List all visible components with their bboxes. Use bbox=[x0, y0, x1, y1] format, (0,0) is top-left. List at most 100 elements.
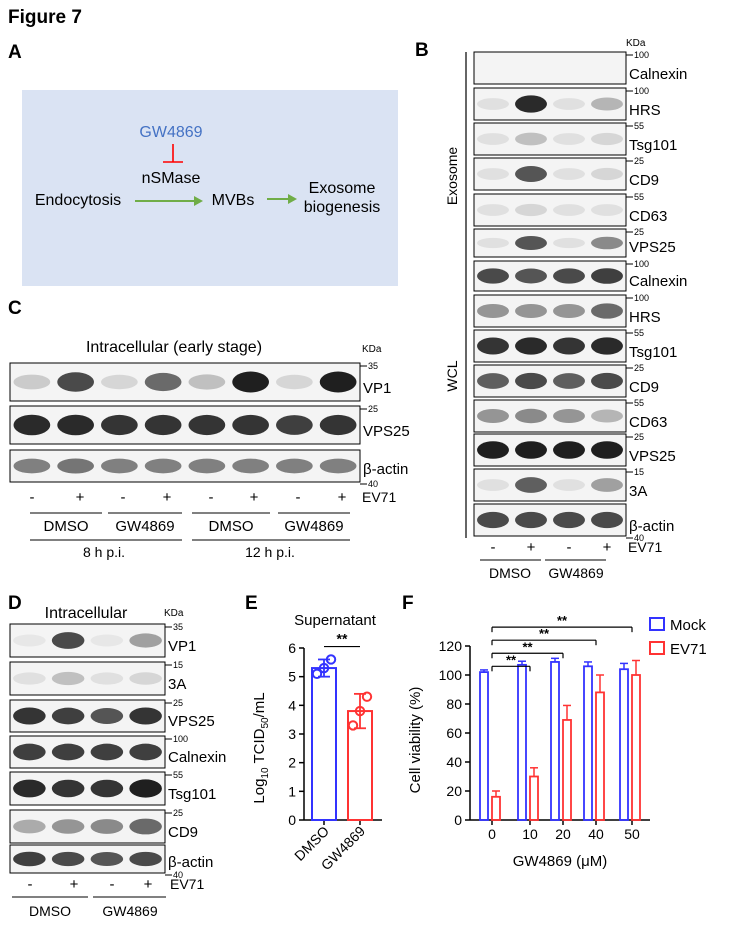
f-xtick-40: 40 bbox=[588, 826, 604, 842]
label-d-3: Calnexin bbox=[168, 749, 226, 766]
blot-d-5 bbox=[9, 809, 166, 844]
f-ytick: 20 bbox=[446, 783, 462, 799]
blot-band bbox=[477, 511, 509, 529]
e-ytick: 4 bbox=[288, 697, 296, 713]
label-d-6: β-actin bbox=[168, 854, 213, 871]
blot-band bbox=[477, 133, 509, 145]
panel-label-d: D bbox=[8, 593, 22, 614]
f-bar-Mock-50 bbox=[619, 668, 629, 821]
panel-d-kda: KDa bbox=[164, 608, 184, 619]
schematic-box bbox=[22, 90, 398, 286]
label-b-12: 3A bbox=[629, 483, 647, 500]
chart-f-ylabel: Cell viability (%) bbox=[407, 687, 424, 794]
f-bar-Mock-40 bbox=[583, 665, 593, 821]
blot-band bbox=[591, 337, 623, 355]
blot-band bbox=[553, 98, 585, 110]
chart-f-xlabel: GW4869 (μM) bbox=[513, 853, 608, 870]
blot-band bbox=[129, 851, 162, 867]
panel-c-title: Intracellular (early stage) bbox=[86, 339, 262, 356]
e-ytick: 1 bbox=[288, 783, 296, 799]
e-point bbox=[354, 705, 366, 717]
blot-band bbox=[553, 204, 585, 216]
label-d-5: CD9 bbox=[168, 824, 198, 841]
label-b-11: VPS25 bbox=[629, 448, 676, 465]
panel-c-virus: EV71 bbox=[362, 489, 396, 505]
panel-b-group-dmso: DMSO bbox=[489, 565, 531, 581]
blot-band bbox=[51, 632, 85, 649]
blot-c-0 bbox=[9, 362, 361, 402]
start-label: Endocytosis bbox=[35, 192, 121, 209]
e-point bbox=[325, 654, 337, 665]
blot-band bbox=[477, 479, 509, 491]
label-d-0: VP1 bbox=[168, 638, 196, 655]
marker-d-1: 15 bbox=[173, 660, 183, 670]
lane-c-5: + bbox=[250, 489, 259, 506]
blot-band bbox=[477, 268, 509, 284]
time-12h: 12 h p.i. bbox=[245, 544, 295, 560]
f-ytick: 40 bbox=[446, 754, 462, 770]
blot-band bbox=[232, 371, 269, 393]
panel-b-virus: EV71 bbox=[628, 539, 662, 555]
blot-b-2 bbox=[473, 122, 627, 156]
lane-d-0: - bbox=[28, 876, 33, 893]
panel-d-title: Intracellular bbox=[45, 605, 128, 622]
f-ytick: 60 bbox=[446, 725, 462, 741]
blot-band bbox=[90, 819, 124, 834]
blot-band bbox=[188, 374, 226, 390]
blot-band bbox=[13, 707, 46, 725]
e-bar-DMSO bbox=[311, 667, 337, 821]
blot-band bbox=[188, 458, 226, 474]
blot-band bbox=[57, 372, 94, 392]
blot-band bbox=[51, 779, 85, 798]
figure-title: Figure 7 bbox=[8, 7, 82, 28]
blot-band bbox=[276, 458, 313, 474]
f-significance-1: ** bbox=[539, 626, 550, 641]
f-significance-0: ** bbox=[557, 613, 568, 628]
panel-b-group-gw4869: GW4869 bbox=[548, 565, 603, 581]
blot-band bbox=[553, 337, 585, 355]
marker-b-5: 25 bbox=[634, 227, 644, 237]
blot-band bbox=[477, 337, 509, 355]
label-b-5: VPS25 bbox=[629, 239, 676, 256]
lane-c-7: + bbox=[338, 489, 347, 506]
label-b-4: CD63 bbox=[629, 208, 667, 225]
e-ytick: 0 bbox=[288, 812, 296, 828]
blot-band bbox=[129, 633, 162, 648]
panel-a-schematic: GW4869 nSMase Endocytosis MVBs Exosome b… bbox=[22, 90, 398, 286]
blot-band bbox=[591, 303, 623, 319]
e-ytick: 2 bbox=[288, 755, 296, 771]
f-ytick: 80 bbox=[446, 696, 462, 712]
blot-band bbox=[591, 204, 623, 216]
e-point bbox=[318, 662, 330, 674]
blot-band bbox=[553, 303, 585, 319]
blot-band bbox=[13, 743, 46, 761]
blot-d-4 bbox=[9, 771, 166, 806]
blot-band bbox=[553, 479, 585, 491]
blot-band bbox=[515, 203, 547, 217]
f-bar-EV71-50 bbox=[631, 674, 641, 821]
marker-b-8: 55 bbox=[634, 328, 644, 338]
f-ytick: 120 bbox=[439, 638, 463, 654]
blot-band bbox=[90, 852, 124, 866]
blot-band bbox=[57, 414, 94, 436]
blot-band bbox=[477, 98, 509, 110]
blot-band bbox=[515, 372, 547, 390]
end-label-2: biogenesis bbox=[304, 199, 381, 216]
panel-c-kda: KDa bbox=[362, 344, 382, 355]
blot-d-1 bbox=[9, 661, 166, 696]
blot-band bbox=[553, 133, 585, 145]
marker-d-3: 100 bbox=[173, 734, 188, 744]
f-significance-2: ** bbox=[522, 639, 533, 654]
blot-band bbox=[553, 441, 585, 459]
arrow-2-head bbox=[288, 194, 297, 204]
f-bar-EV71-20 bbox=[562, 719, 572, 821]
marker-b-10: 55 bbox=[634, 398, 644, 408]
blot-band bbox=[13, 819, 46, 834]
blot-band bbox=[13, 634, 46, 647]
label-b-9: CD9 bbox=[629, 379, 659, 396]
lane-d-1: + bbox=[70, 876, 79, 893]
f-xtick-10: 10 bbox=[522, 826, 538, 842]
f-bar-Mock-20 bbox=[550, 661, 560, 821]
blot-b-11 bbox=[473, 433, 627, 467]
group-c-2: DMSO bbox=[209, 518, 254, 535]
